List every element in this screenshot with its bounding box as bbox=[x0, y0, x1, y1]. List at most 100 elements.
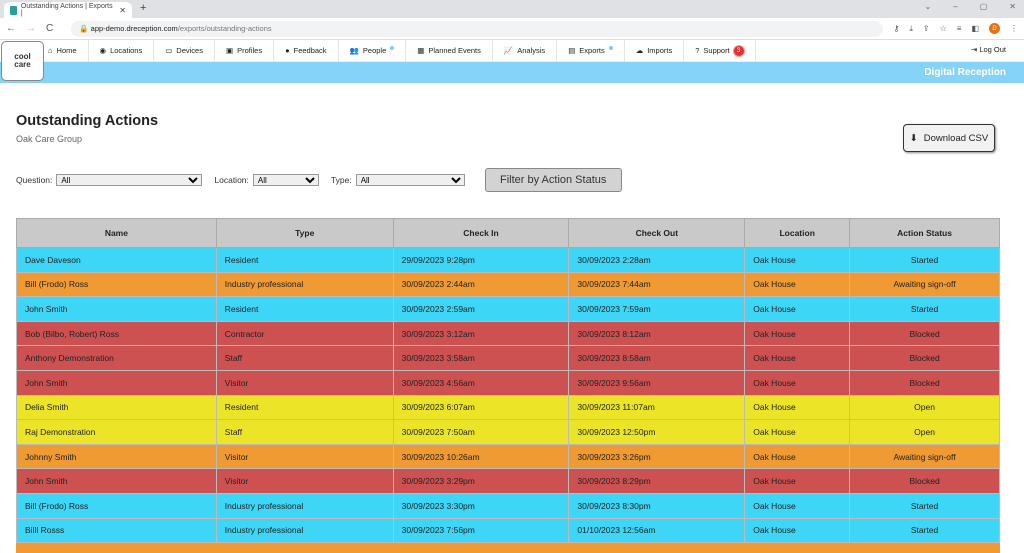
check-out-cell: 30/09/2023 7:44am bbox=[568, 271, 746, 298]
close-window-button[interactable]: ✕ bbox=[1009, 2, 1016, 11]
column-header[interactable]: Action Status bbox=[849, 218, 1000, 248]
logout-label: Log Out bbox=[979, 45, 1006, 54]
nav-people[interactable]: 👥 People bbox=[339, 39, 407, 62]
locations-icon: ◉ bbox=[99, 46, 107, 55]
url-input[interactable]: 🔒 app-demo.dreception.com/exports/outsta… bbox=[71, 20, 884, 37]
reading-list-icon[interactable]: ≡ bbox=[956, 24, 962, 33]
cool-care-logo[interactable]: cool care bbox=[1, 41, 44, 81]
main-nav: cool care ⌂ Home ◉ Locations ▭ Devices ▣ Profile… bbox=[0, 39, 1024, 81]
location-cell: Oak House bbox=[744, 419, 851, 445]
action-status-cell: Blocked bbox=[849, 320, 1000, 347]
column-header[interactable]: Name bbox=[16, 218, 217, 248]
question-label: Question: bbox=[16, 175, 53, 185]
check-in-cell: 30/09/2023 2:59am bbox=[392, 296, 570, 322]
nav-planned-events[interactable]: ▦ Planned Events bbox=[406, 39, 493, 62]
type-label: Type: bbox=[330, 175, 352, 185]
column-header[interactable]: Type bbox=[215, 218, 394, 248]
table-row[interactable]: Johnny Smith Visitor 30/09/2023 10:26am 30/… bbox=[16, 443, 1000, 470]
name-cell: John Smith bbox=[16, 468, 217, 494]
name-cell: Bill (Frodo) Ross bbox=[16, 492, 217, 519]
tab-search-icon[interactable]: ⌄ bbox=[924, 2, 932, 11]
nav-devices[interactable]: ▭ Devices bbox=[154, 39, 215, 62]
imports-icon: ☁ bbox=[635, 46, 644, 55]
forward-icon[interactable]: → bbox=[26, 23, 36, 34]
side-panel-icon[interactable]: ◧ bbox=[971, 24, 979, 33]
type-cell: Staff bbox=[215, 345, 394, 371]
nav-analysis[interactable]: 📈 Analysis bbox=[493, 39, 558, 62]
check-in-cell: 30/09/2023 3:58am bbox=[392, 345, 570, 371]
download-csv-button[interactable]: ⬇ Download CSV bbox=[903, 124, 995, 152]
check-out-cell: 30/09/2023 2:28am bbox=[568, 247, 746, 273]
check-in-cell: 30/09/2023 10:26am bbox=[392, 443, 570, 470]
reload-icon[interactable]: C bbox=[46, 23, 54, 34]
type-cell: Visitor bbox=[215, 468, 394, 494]
column-header[interactable]: Check In bbox=[392, 218, 570, 248]
check-in-cell: 30/09/2023 7:56pm bbox=[392, 517, 570, 544]
check-in-cell: 30/09/2023 4:56am bbox=[392, 369, 570, 396]
nav-feedback[interactable]: ● Feedback bbox=[274, 39, 339, 62]
logout-link[interactable]: ⇥ Log Out bbox=[970, 45, 1006, 54]
nav-support[interactable]: ? Support 3 bbox=[684, 39, 756, 62]
type-select[interactable]: All bbox=[355, 174, 465, 186]
action-status-cell: Awaiting sign-off bbox=[849, 443, 1000, 470]
location-select[interactable]: All bbox=[252, 174, 319, 186]
location-cell: Oak House bbox=[744, 492, 851, 519]
type-cell: Staff bbox=[215, 419, 394, 445]
close-tab-icon[interactable]: ✕ bbox=[119, 5, 126, 15]
menu-kebab-icon[interactable]: ⋮ bbox=[1010, 24, 1018, 33]
table-row[interactable]: Raj Demonstration Staff 30/09/2023 7:50am 3… bbox=[16, 419, 1000, 445]
table-row[interactable]: Anthony Demonstration Staff 30/09/2023 3:5… bbox=[16, 345, 1000, 371]
table-row[interactable]: Bill (Frodo) Ross Industry professional 30… bbox=[16, 271, 1000, 298]
location-cell: Oak House bbox=[744, 468, 851, 494]
browser-tab[interactable]: Outstanding Actions | Exports | ✕ bbox=[4, 2, 132, 18]
nav-exports[interactable]: ▤ Exports bbox=[557, 39, 625, 62]
question-select[interactable]: All bbox=[56, 174, 203, 186]
name-cell: Anthony Demonstration bbox=[16, 345, 217, 371]
check-in-cell: 30/09/2023 6:07am bbox=[392, 394, 570, 421]
planned-events-icon: ▦ bbox=[417, 46, 425, 55]
tab-title: Outstanding Actions | Exports | bbox=[20, 3, 113, 17]
location-cell: Oak House bbox=[744, 296, 851, 322]
table-row[interactable]: Billl Rosss Industry professional 30/09/20… bbox=[16, 517, 1000, 544]
name-cell: Billl Rosss bbox=[16, 517, 217, 544]
exports-icon: ▤ bbox=[568, 46, 576, 55]
browser-tab-strip: Outstanding Actions | Exports | ✕ + ⌄ – ▢ ✕ bbox=[0, 0, 1024, 18]
check-in-cell: 30/09/2023 2:44am bbox=[392, 271, 570, 298]
check-in-cell: 29/09/2023 9:28pm bbox=[392, 247, 570, 273]
nav-label: Devices bbox=[176, 46, 203, 55]
nav-label: Support bbox=[703, 46, 730, 55]
nav-label: People bbox=[362, 46, 387, 55]
url-host: app-demo.dreception.com bbox=[90, 24, 178, 33]
table-row[interactable]: Bob (Bilbo, Robert) Ross Contractor 30/09/… bbox=[16, 320, 1000, 347]
check-out-cell: 01/10/2023 12:56am bbox=[568, 517, 746, 544]
page-subtitle: Oak Care Group bbox=[16, 134, 83, 144]
table-row[interactable]: Delia Smith Resident 30/09/2023 6:07am 30/0… bbox=[16, 394, 1000, 421]
filter-by-action-status-button[interactable]: Filter by Action Status bbox=[484, 168, 622, 192]
share-icon[interactable]: ⇪ bbox=[922, 24, 930, 33]
back-icon[interactable]: ← bbox=[6, 23, 16, 34]
location-cell: Oak House bbox=[744, 517, 851, 544]
nav-locations[interactable]: ◉ Locations bbox=[89, 39, 155, 62]
check-in-cell: 30/09/2023 3:29pm bbox=[392, 468, 570, 494]
nav-imports[interactable]: ☁ Imports bbox=[625, 39, 685, 62]
name-cell: Johnny Smith bbox=[16, 443, 217, 470]
maximize-button[interactable]: ▢ bbox=[979, 2, 988, 11]
column-header[interactable]: Check Out bbox=[568, 218, 746, 248]
column-header[interactable]: Location bbox=[744, 218, 851, 248]
star-icon[interactable]: ☆ bbox=[939, 24, 947, 33]
nav-home[interactable]: ⌂ Home bbox=[36, 39, 89, 62]
table-row[interactable]: Bill (Frodo) Ross Industry professional 30… bbox=[16, 492, 1000, 519]
profile-avatar[interactable]: D bbox=[989, 23, 1000, 34]
table-row[interactable]: Dave Daveson Resident 29/09/2023 9:28pm 30/… bbox=[16, 247, 1000, 273]
table-row[interactable]: John Smith Visitor 30/09/2023 3:29pm 30/09/… bbox=[16, 468, 1000, 494]
type-cell: Visitor bbox=[215, 369, 394, 396]
minimize-button[interactable]: – bbox=[953, 2, 958, 11]
action-status-cell: Started bbox=[849, 517, 1000, 544]
nav-profiles[interactable]: ▣ Profiles bbox=[215, 39, 275, 62]
table-row[interactable]: John Smith Visitor 30/09/2023 4:56am 30/09/… bbox=[16, 369, 1000, 396]
table-row[interactable]: John Smith Resident 30/09/2023 2:59am 30/09… bbox=[16, 296, 1000, 322]
key-icon[interactable]: ⚷ bbox=[893, 24, 900, 33]
nav-label: Locations bbox=[110, 46, 143, 55]
new-tab-button[interactable]: + bbox=[140, 2, 147, 14]
install-icon[interactable]: ⤓ bbox=[909, 23, 913, 33]
